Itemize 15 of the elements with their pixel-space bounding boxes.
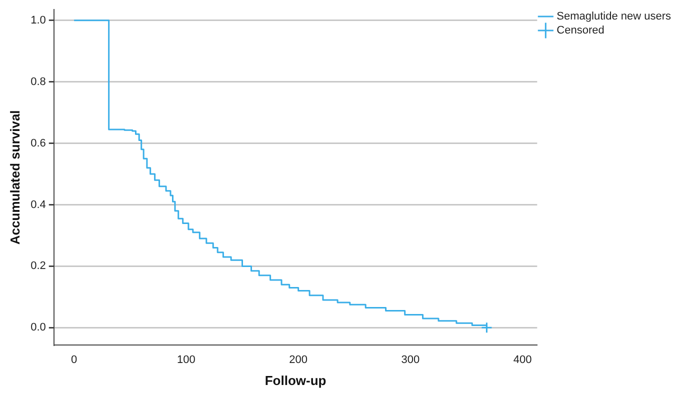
y-tick-label: 0.6 [30,137,46,150]
y-axis-title: Accumulated survival [7,110,22,245]
x-tick-label: 100 [177,354,196,366]
y-tick-label: 0.0 [30,322,46,334]
x-tick-label: 300 [401,354,420,366]
x-axis-title: Follow-up [264,372,326,388]
x-tick-label: 0 [71,354,78,366]
legend-label: Censored [556,24,604,37]
x-tick-label: 200 [289,354,308,366]
legend-label: Semaglutide new users [556,10,672,23]
y-tick-label: 0.4 [30,198,46,211]
y-tick-label: 1.0 [30,14,46,26]
y-tick-label: 0.2 [30,260,46,272]
y-tick-label: 0.8 [30,76,46,88]
x-tick-label: 400 [513,354,532,366]
